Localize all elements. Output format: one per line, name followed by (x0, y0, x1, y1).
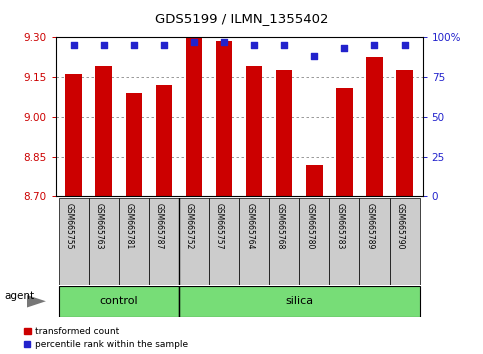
Text: GSM665757: GSM665757 (215, 202, 224, 249)
Text: GDS5199 / ILMN_1355402: GDS5199 / ILMN_1355402 (155, 12, 328, 25)
Text: GSM665752: GSM665752 (185, 202, 194, 249)
Bar (179, 198, 209, 285)
Bar (366, 57, 383, 196)
Bar (156, 85, 172, 196)
Text: GSM665763: GSM665763 (95, 202, 104, 249)
Point (100, 42, 108, 48)
Text: GSM665783: GSM665783 (335, 202, 344, 249)
Legend: transformed count, percentile rank within the sample: transformed count, percentile rank withi… (24, 327, 188, 349)
Bar (179, 286, 420, 317)
Text: GSM665789: GSM665789 (366, 202, 374, 249)
Bar (276, 70, 293, 196)
Point (280, 42, 288, 48)
Text: agent: agent (5, 291, 35, 301)
Bar (299, 198, 329, 285)
Bar (119, 198, 149, 285)
Text: GSM665768: GSM665768 (275, 202, 284, 249)
Bar (96, 66, 112, 196)
Text: GSM665787: GSM665787 (155, 202, 164, 249)
Point (401, 42, 409, 48)
Bar (126, 93, 142, 196)
Text: GSM665781: GSM665781 (125, 202, 134, 249)
Bar (329, 198, 359, 285)
Bar (239, 198, 269, 285)
Bar (396, 70, 413, 196)
Bar (336, 87, 353, 196)
Text: GSM665780: GSM665780 (305, 202, 314, 249)
Text: silica: silica (285, 296, 313, 306)
Bar (185, 39, 202, 196)
Bar (216, 41, 232, 196)
Point (220, 39, 228, 45)
Bar (89, 198, 119, 285)
Bar (149, 198, 179, 285)
Bar (58, 286, 179, 317)
Point (341, 46, 348, 51)
Polygon shape (27, 295, 46, 308)
Bar (246, 66, 262, 196)
Point (160, 42, 168, 48)
Bar (65, 74, 82, 196)
Bar (359, 198, 389, 285)
Text: GSM665755: GSM665755 (65, 202, 73, 249)
Point (370, 42, 378, 48)
Text: GSM665790: GSM665790 (396, 202, 405, 249)
Point (250, 42, 258, 48)
Bar (269, 198, 299, 285)
Point (130, 42, 138, 48)
Point (70, 42, 77, 48)
Text: control: control (99, 296, 138, 306)
Bar (58, 198, 89, 285)
Point (190, 39, 198, 45)
Text: GSM665764: GSM665764 (245, 202, 254, 249)
Point (311, 53, 318, 59)
Bar (209, 198, 239, 285)
Bar (389, 198, 420, 285)
Bar (306, 165, 323, 196)
